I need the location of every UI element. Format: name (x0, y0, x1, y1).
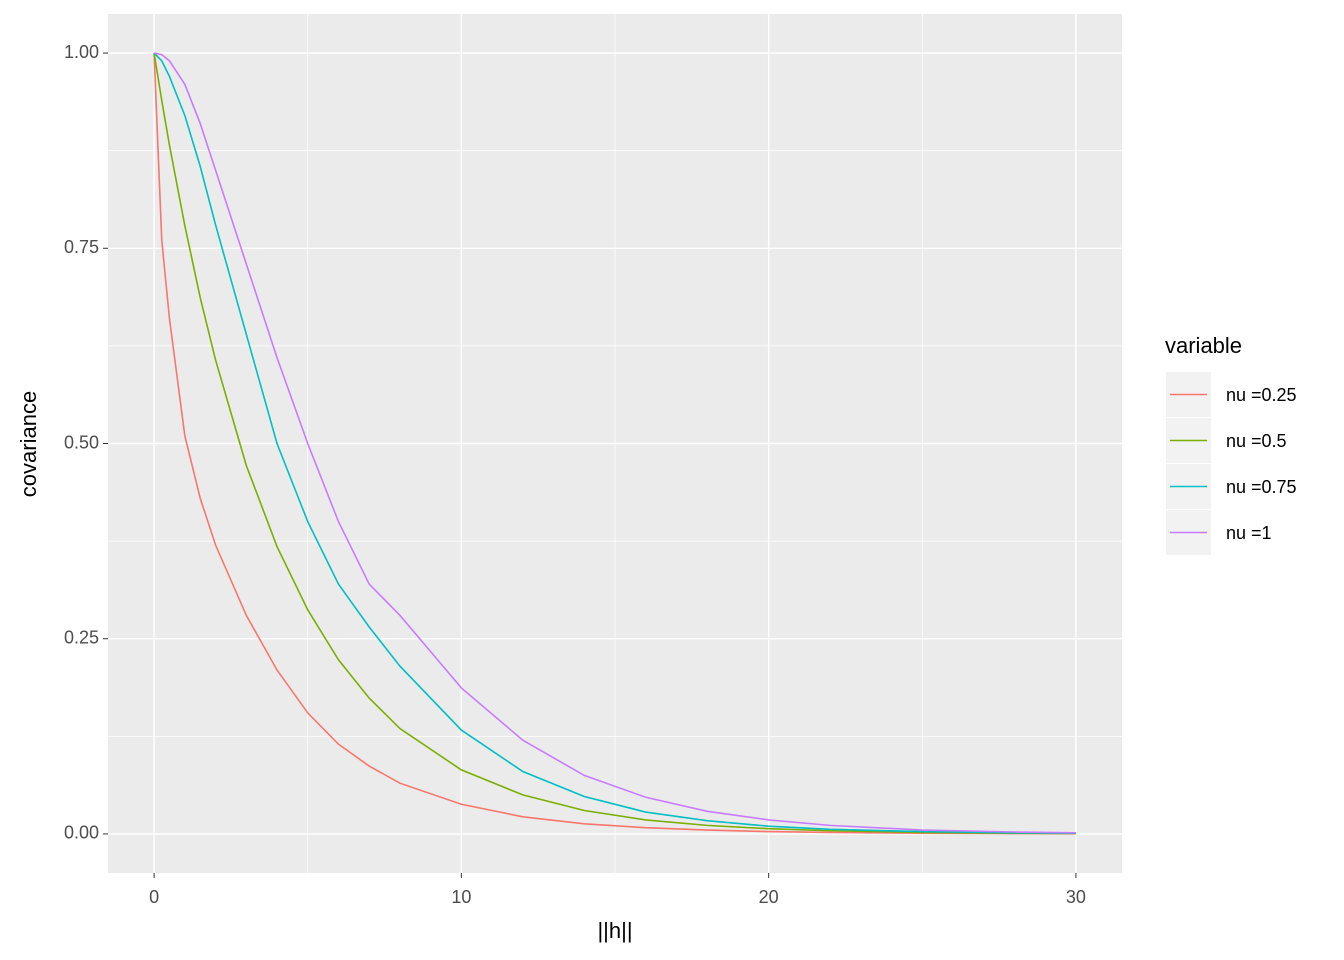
y-tick-label: 0.25 (64, 627, 99, 647)
y-tick-label: 0.75 (64, 237, 99, 257)
legend-label: nu =1 (1226, 523, 1272, 543)
y-axis-title: covariance (16, 391, 41, 497)
series-line (153, 52, 1076, 834)
x-tick-label: 10 (451, 887, 471, 907)
y-tick-label: 1.00 (64, 42, 99, 62)
legend-label: nu =0.25 (1226, 385, 1297, 405)
legend-label: nu =0.75 (1226, 477, 1297, 497)
series-line (153, 53, 1076, 835)
x-tick-label: 0 (149, 887, 159, 907)
x-tick-label: 30 (1066, 887, 1086, 907)
y-tick-label: 0.00 (64, 823, 99, 843)
series-line (153, 52, 1076, 835)
legend-label: nu =0.5 (1226, 431, 1287, 451)
y-tick-label: 0.50 (64, 432, 99, 452)
legend-title: variable (1165, 333, 1242, 358)
x-tick-label: 20 (759, 887, 779, 907)
series-line (153, 52, 1076, 834)
x-axis-title: ||h|| (597, 918, 632, 943)
